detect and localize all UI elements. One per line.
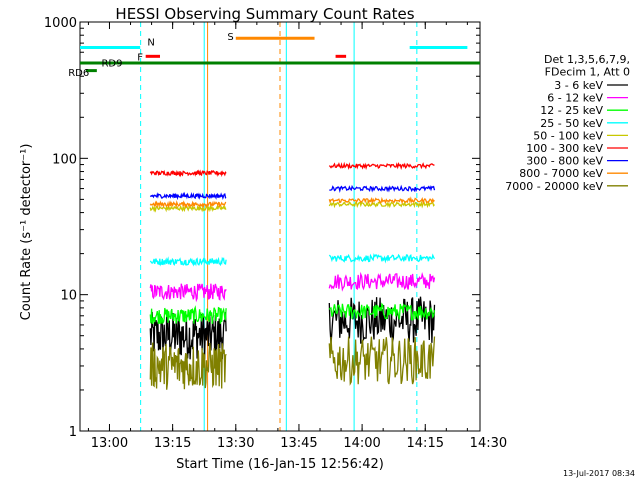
series-line-4-1 xyxy=(328,200,435,209)
timestamp: 13-Jul-2017 08:34 xyxy=(563,469,635,478)
legend-label-6: 300 - 800 keV xyxy=(526,155,603,168)
y-axis-label: Count Rate (s⁻¹ detector⁻¹) xyxy=(19,144,34,321)
series-line-1-1 xyxy=(328,271,436,292)
x-tick-label-0: 13:00 xyxy=(91,436,128,451)
legend-label-1: 6 - 12 keV xyxy=(547,92,603,105)
x-tick-label-6: 14:30 xyxy=(470,436,507,451)
flag-label-2: S xyxy=(227,32,233,43)
flag-label-5: RD9 xyxy=(101,58,122,69)
chart-title: HESSI Observing Summary Count Rates xyxy=(115,5,414,23)
series-line-6-0 xyxy=(149,191,227,201)
x-tick-label-5: 14:15 xyxy=(407,436,444,451)
legend-label-5: 100 - 300 keV xyxy=(526,142,603,155)
x-tick-label-1: 13:15 xyxy=(154,436,191,451)
series-line-8-0 xyxy=(149,342,227,390)
flag-label-4: RD6 xyxy=(68,68,89,79)
flag-label-1: F xyxy=(137,52,143,63)
series-line-7-1 xyxy=(328,196,435,205)
series-line-1-0 xyxy=(149,283,227,303)
series-line-2-0 xyxy=(149,305,227,325)
x-axis-label: Start Time (16-Jan-15 12:56:42) xyxy=(176,457,384,472)
series-line-3-0 xyxy=(149,256,227,267)
series-line-5-0 xyxy=(149,169,227,178)
y-tick-label-3: 1000 xyxy=(44,16,77,31)
x-tick-label-2: 13:30 xyxy=(217,436,254,451)
y-tick-label-2: 100 xyxy=(52,152,77,167)
y-tick-label-0: 1 xyxy=(69,425,77,440)
y-tick-label-1: 10 xyxy=(60,289,77,304)
flag-label-0: N xyxy=(147,37,154,48)
legend-header-0: Det 1,3,5,6,7,9, xyxy=(544,53,630,66)
x-tick-label-3: 13:45 xyxy=(280,436,317,451)
series-line-6-1 xyxy=(329,184,436,193)
series-line-8-1 xyxy=(328,336,436,386)
series-line-7-0 xyxy=(149,199,227,209)
series-line-4-0 xyxy=(149,204,227,213)
legend-label-7: 800 - 7000 keV xyxy=(519,167,603,180)
legend-header-1: FDecim 1, Att 0 xyxy=(545,66,630,79)
legend-label-0: 3 - 6 keV xyxy=(554,79,603,92)
legend-label-4: 50 - 100 keV xyxy=(533,129,603,142)
legend-label-2: 12 - 25 keV xyxy=(540,104,603,117)
series-line-3-1 xyxy=(328,253,436,264)
legend-label-3: 25 - 50 keV xyxy=(540,117,603,130)
x-tick-label-4: 14:00 xyxy=(343,436,380,451)
series-line-2-1 xyxy=(328,302,436,321)
series-line-5-1 xyxy=(328,161,435,171)
plot-frame xyxy=(79,21,481,432)
legend-label-8: 7000 - 20000 keV xyxy=(505,180,603,193)
